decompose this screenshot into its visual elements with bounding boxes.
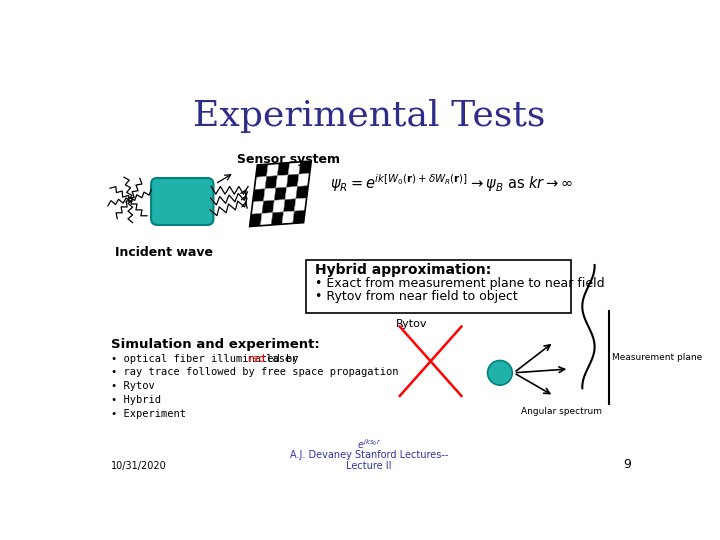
Polygon shape: [274, 187, 287, 200]
Text: 9: 9: [623, 458, 631, 471]
Polygon shape: [287, 174, 299, 187]
Polygon shape: [251, 201, 264, 214]
Polygon shape: [254, 177, 266, 190]
Text: 10/31/2020: 10/31/2020: [111, 461, 167, 471]
Text: Hybrid approximation:: Hybrid approximation:: [315, 264, 491, 278]
Polygon shape: [297, 173, 310, 186]
Text: $\psi_R = e^{ik[W_0(\mathbf{r})+\delta W_R(\mathbf{r})]} \rightarrow \psi_B$ as : $\psi_R = e^{ik[W_0(\mathbf{r})+\delta W…: [330, 173, 574, 194]
Polygon shape: [277, 163, 289, 176]
Text: • Rytov from near field to object: • Rytov from near field to object: [315, 291, 518, 303]
Text: • Experiment: • Experiment: [111, 409, 186, 419]
Text: Angular spectrum: Angular spectrum: [521, 408, 602, 416]
Polygon shape: [294, 198, 307, 211]
Text: Experimental Tests: Experimental Tests: [193, 99, 545, 133]
Text: • Hybrid: • Hybrid: [111, 395, 161, 405]
Polygon shape: [299, 161, 311, 174]
Polygon shape: [276, 175, 288, 188]
Circle shape: [487, 361, 512, 385]
Polygon shape: [256, 164, 268, 177]
Polygon shape: [293, 211, 305, 224]
Polygon shape: [273, 200, 285, 213]
Text: • Exact from measurement plane to near field: • Exact from measurement plane to near f…: [315, 276, 605, 289]
Polygon shape: [284, 199, 296, 212]
Text: Rytov: Rytov: [395, 319, 427, 329]
Text: red: red: [246, 354, 264, 363]
Text: • ray trace followed by free space propagation: • ray trace followed by free space propa…: [111, 367, 399, 377]
Text: A.J. Devaney Stanford Lectures--
Lecture II: A.J. Devaney Stanford Lectures-- Lecture…: [290, 450, 448, 471]
Text: Sensor system: Sensor system: [237, 153, 340, 166]
Polygon shape: [265, 176, 277, 189]
Polygon shape: [296, 186, 308, 199]
Polygon shape: [285, 186, 297, 200]
Text: laser: laser: [260, 354, 297, 363]
Polygon shape: [266, 164, 279, 177]
Text: • Rytov: • Rytov: [111, 381, 155, 391]
Text: Incident wave: Incident wave: [115, 246, 213, 259]
Text: • optical fiber illuminated by: • optical fiber illuminated by: [111, 354, 305, 363]
FancyBboxPatch shape: [151, 178, 213, 225]
Polygon shape: [261, 213, 273, 226]
Polygon shape: [253, 189, 265, 202]
Polygon shape: [282, 211, 294, 224]
Polygon shape: [262, 200, 274, 213]
Text: $e^{iks_0 r}$: $e^{iks_0 r}$: [357, 437, 381, 451]
Text: Measurement plane: Measurement plane: [612, 353, 703, 362]
Polygon shape: [288, 162, 300, 175]
Polygon shape: [271, 212, 284, 225]
Text: Simulation and experiment:: Simulation and experiment:: [111, 338, 320, 351]
Polygon shape: [264, 188, 276, 201]
FancyBboxPatch shape: [306, 260, 571, 313]
Polygon shape: [250, 213, 262, 226]
